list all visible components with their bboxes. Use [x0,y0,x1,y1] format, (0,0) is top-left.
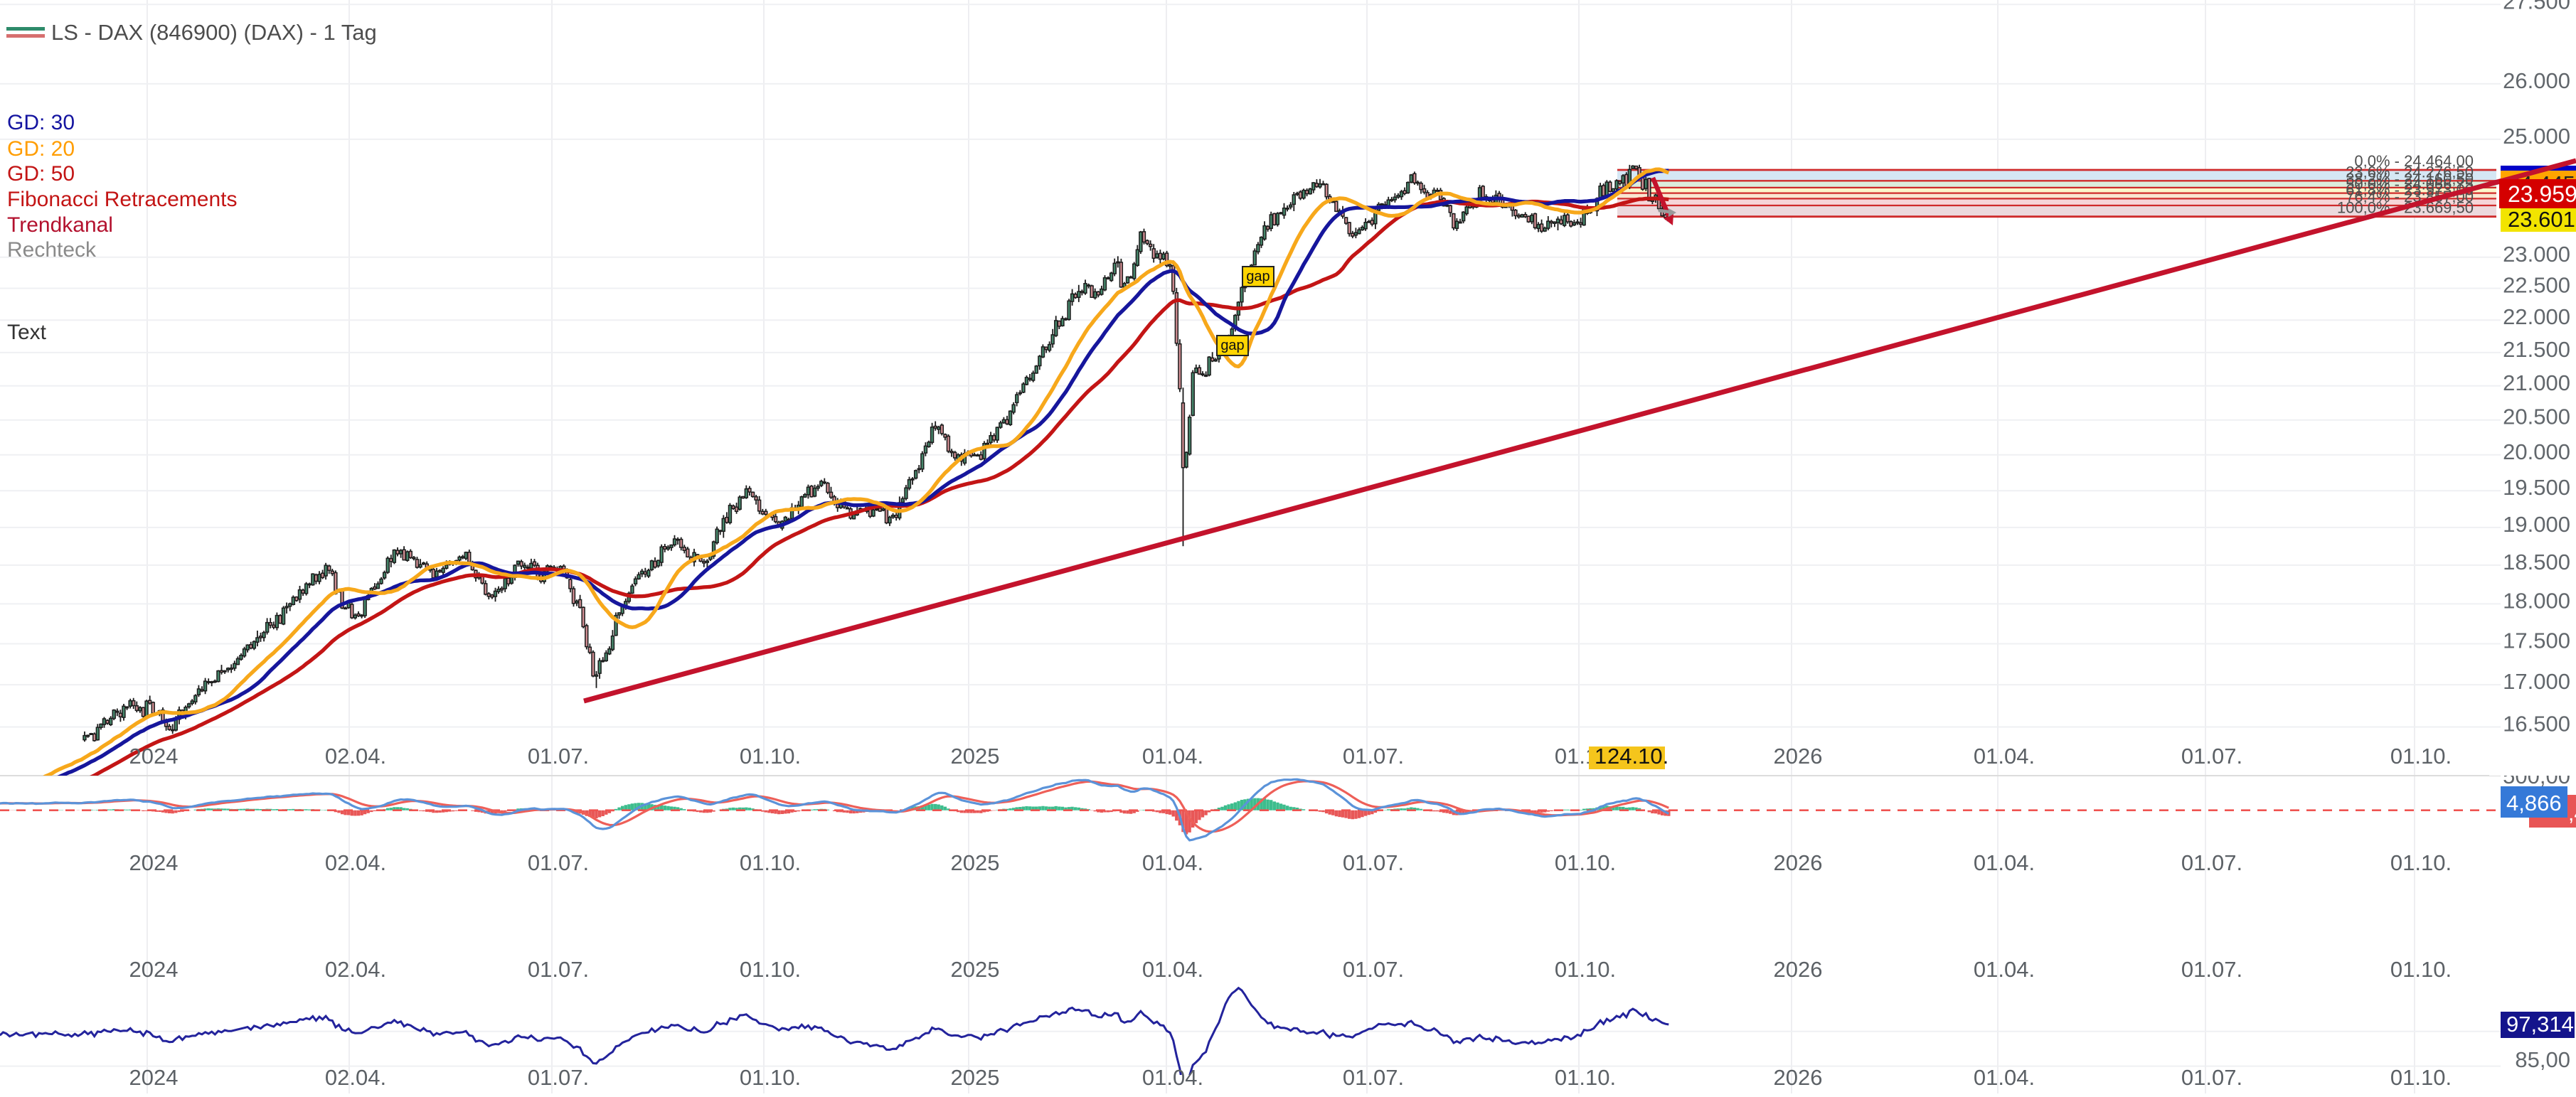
svg-text:01.07.: 01.07. [528,744,589,769]
svg-text:Text: Text [7,321,47,344]
svg-text:4,866: 4,866 [2506,791,2562,815]
svg-text:02.04.: 02.04. [325,744,386,769]
svg-text:01.07.: 01.07. [528,957,589,982]
svg-text:Rechteck: Rechteck [7,238,97,262]
svg-text:01.07.: 01.07. [1343,1065,1404,1090]
svg-text:21.500: 21.500 [2503,337,2570,362]
svg-text:02.04.: 02.04. [325,850,386,875]
svg-text:01.07.: 01.07. [1343,850,1404,875]
svg-text:01.10.: 01.10. [2390,744,2452,769]
svg-text:01.10.: 01.10. [740,850,801,875]
svg-text:01.10.: 01.10. [740,957,801,982]
svg-text:38,2% - 24.160,50: 38,2% - 24.160,50 [2346,170,2474,188]
svg-text:01.10.: 01.10. [2390,1065,2452,1090]
svg-text:17.500: 17.500 [2503,628,2570,653]
svg-text:85,00: 85,00 [2515,1047,2570,1072]
svg-text:01.07.: 01.07. [2181,1065,2242,1090]
svg-text:20.000: 20.000 [2503,439,2570,464]
svg-text:2025: 2025 [951,850,1000,875]
svg-text:01.07.: 01.07. [528,850,589,875]
svg-text:01.07.: 01.07. [2181,957,2242,982]
svg-text:01.04.: 01.04. [1142,1065,1203,1090]
svg-text:Trendkanal: Trendkanal [7,213,113,237]
svg-text:GD: 20: GD: 20 [7,137,75,161]
svg-text:25.000: 25.000 [2503,124,2570,149]
svg-text:97,314: 97,314 [2506,1012,2574,1037]
svg-text:2025: 2025 [951,744,1000,769]
svg-text:2024: 2024 [129,744,179,769]
svg-text:0,0% - 24.464,00: 0,0% - 24.464,00 [2354,152,2474,170]
svg-text:2025: 2025 [951,1065,1000,1090]
svg-text:LS - DAX (846900) (DAX) - 1 Ta: LS - DAX (846900) (DAX) - 1 Tag [51,20,377,45]
svg-text:1: 1 [1595,744,1607,769]
svg-text:01.04.: 01.04. [1974,1065,2035,1090]
svg-text:23.000: 23.000 [2503,242,2570,267]
svg-text:21.000: 21.000 [2503,370,2570,395]
svg-text:01.04.: 01.04. [1974,744,2035,769]
svg-text:Fibonacci Retracements: Fibonacci Retracements [7,188,237,211]
svg-text:2026: 2026 [1774,744,1823,769]
svg-text:GD: 50: GD: 50 [7,162,75,186]
svg-text:01.07.: 01.07. [528,1065,589,1090]
svg-text:23.959: 23.959 [2508,181,2576,207]
svg-text:01.04.: 01.04. [1142,957,1203,982]
svg-text:16.500: 16.500 [2503,712,2570,737]
svg-text:gap: gap [1220,338,1244,353]
svg-text:19.500: 19.500 [2503,475,2570,500]
svg-text:01.04.: 01.04. [1974,957,2035,982]
svg-text:2024: 2024 [129,1065,179,1090]
svg-text:GD: 30: GD: 30 [7,111,75,134]
svg-text:18.000: 18.000 [2503,588,2570,613]
svg-text:02.04.: 02.04. [325,957,386,982]
svg-text:23.601: 23.601 [2508,207,2575,232]
svg-text:22.000: 22.000 [2503,304,2570,329]
svg-text:01.10.: 01.10. [1555,1065,1616,1090]
svg-text:23,6% - 24.276,50: 23,6% - 24.276,50 [2346,163,2474,181]
svg-text:2026: 2026 [1774,957,1823,982]
svg-text:01.10.: 01.10. [2390,850,2452,875]
svg-text:,4: ,4 [2568,802,2576,825]
svg-text:02.04.: 02.04. [325,1065,386,1090]
svg-text:2026: 2026 [1774,850,1823,875]
svg-text:2025: 2025 [951,957,1000,982]
svg-text:01.04.: 01.04. [1142,850,1203,875]
svg-text:01.10.: 01.10. [1555,957,1616,982]
svg-text:gap: gap [1246,269,1270,284]
svg-text:01.04.: 01.04. [1974,850,2035,875]
svg-text:50,0% - 24.066,75: 50,0% - 24.066,75 [2346,176,2474,193]
svg-text:01.10.: 01.10. [740,1065,801,1090]
svg-text:01.04.: 01.04. [1142,744,1203,769]
svg-text:20.500: 20.500 [2503,405,2570,429]
svg-text:01.07.: 01.07. [1343,744,1404,769]
svg-text:01.10.: 01.10. [1555,850,1616,875]
svg-text:2026: 2026 [1774,1065,1823,1090]
svg-text:17.000: 17.000 [2503,669,2570,694]
svg-text:2024: 2024 [129,850,179,875]
svg-text:26.000: 26.000 [2503,68,2570,93]
svg-text:18.500: 18.500 [2503,550,2570,574]
svg-text:22.500: 22.500 [2503,273,2570,298]
svg-text:01.10.: 01.10. [740,744,801,769]
svg-text:01.10.: 01.10. [2390,957,2452,982]
svg-text:01.07.: 01.07. [2181,850,2242,875]
svg-text:24.10.: 24.10. [1607,744,1668,769]
svg-text:27.500: 27.500 [2503,0,2570,14]
svg-text:01.07.: 01.07. [1343,957,1404,982]
svg-text:01.07.: 01.07. [2181,744,2242,769]
svg-text:19.000: 19.000 [2503,512,2570,537]
svg-text:2024: 2024 [129,957,179,982]
